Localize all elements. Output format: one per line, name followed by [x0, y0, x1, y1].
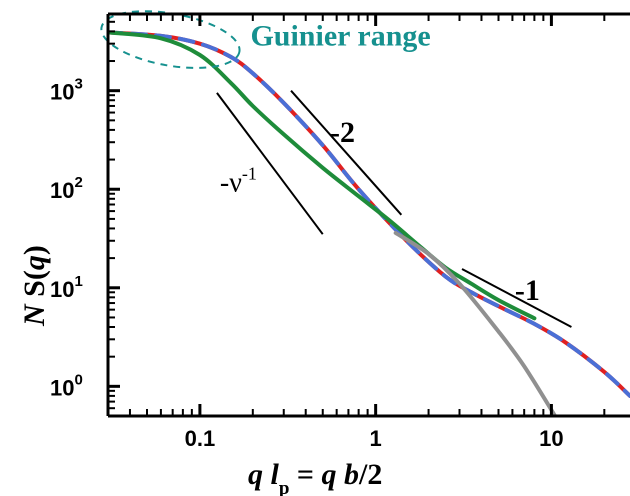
y-tick-label: 103	[50, 76, 83, 105]
y-axis-title: N S(q)	[18, 245, 51, 327]
y-tick-label: 102	[50, 174, 83, 203]
nu-annotation: -ν-1	[220, 163, 257, 198]
guinier-layer: Guinier range	[100, 10, 431, 69]
x-tick-label: 10	[539, 426, 563, 451]
slope-guide-line-0	[216, 92, 324, 235]
x-tick-label: 0.1	[185, 426, 216, 451]
y-tick-label: 101	[50, 273, 83, 302]
slope-guide-line-2	[461, 268, 572, 328]
y-tick-label: 100	[50, 371, 83, 400]
x-axis-title: q lp = q b/2	[248, 458, 382, 496]
slope-annotation: -1	[515, 274, 540, 307]
guinier-label: Guinier range	[250, 20, 430, 53]
series-layer	[108, 30, 630, 416]
guide-layer	[216, 90, 572, 328]
tick-layer	[107, 13, 606, 417]
series-line-3	[393, 231, 558, 416]
x-tick-label: 1	[370, 426, 382, 451]
slope-guide-line-1	[290, 90, 403, 216]
series-line-2	[108, 30, 537, 321]
plot-area	[108, 14, 630, 416]
slope-annotation: -2	[330, 116, 355, 149]
label-layer: 0.1 1 10 100 101 102 103 -2 -1 -ν-1	[50, 76, 564, 451]
